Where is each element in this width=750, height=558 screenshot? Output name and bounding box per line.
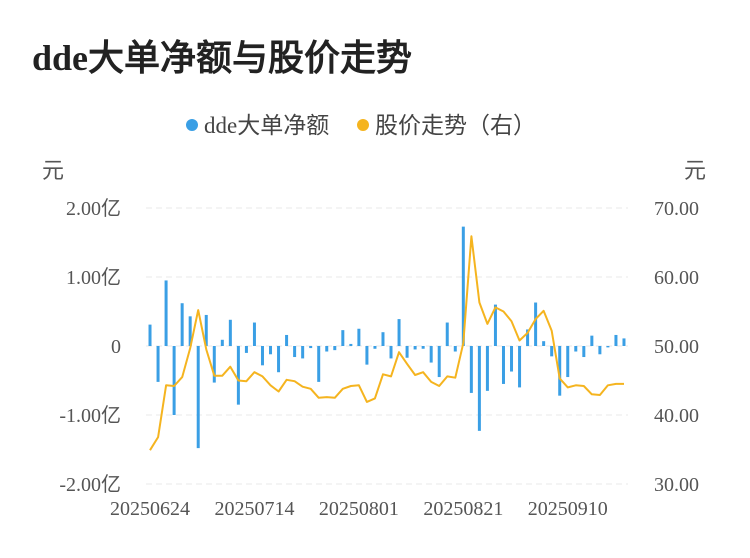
dde-bar xyxy=(606,346,610,348)
dde-bar xyxy=(365,346,369,365)
dde-bar xyxy=(485,346,489,391)
legend-label-dde: dde大单净额 xyxy=(204,113,329,138)
dde-bar xyxy=(566,346,570,378)
price-line xyxy=(149,235,624,451)
dde-bar xyxy=(180,303,184,346)
dde-bar xyxy=(164,280,168,346)
left-tick-label: 0 xyxy=(111,336,121,358)
dde-bar xyxy=(373,346,377,349)
dde-bar xyxy=(196,346,200,449)
price-line-series xyxy=(149,235,624,451)
dde-bar xyxy=(453,346,457,352)
dde-bar xyxy=(574,346,578,352)
x-tick-label: 20250801 xyxy=(319,498,399,520)
dde-bar xyxy=(534,302,538,346)
dde-bar xyxy=(405,346,409,358)
dde-bar xyxy=(542,341,546,346)
dde-bar xyxy=(244,346,248,353)
left-tick-label: -1.00亿 xyxy=(59,404,121,427)
dde-bar xyxy=(285,334,289,346)
legend-label-price: 股价走势（右） xyxy=(375,113,536,138)
dde-bar xyxy=(493,304,497,346)
legend-item-price[interactable]: 股价走势（右） xyxy=(357,113,536,138)
right-axis-unit: 元 xyxy=(684,158,706,183)
dde-bar xyxy=(188,316,192,346)
left-tick-label: 1.00亿 xyxy=(66,266,121,289)
x-tick-label: 20250821 xyxy=(423,498,503,520)
dde-bar xyxy=(501,346,505,384)
dde-bar xyxy=(172,346,176,415)
dde-bar xyxy=(341,330,345,346)
gridlines xyxy=(146,207,628,485)
right-tick-label: 30.00 xyxy=(654,474,699,496)
dde-bar xyxy=(558,346,562,396)
dde-bar xyxy=(156,346,160,382)
legend-marker-dde xyxy=(186,119,198,131)
dde-bar xyxy=(204,314,208,346)
dde-bar xyxy=(317,346,321,382)
dde-bar xyxy=(469,346,473,393)
legend-marker-price xyxy=(357,119,369,131)
dde-bar xyxy=(309,346,313,349)
dde-bar xyxy=(461,226,465,346)
dde-bar xyxy=(477,346,481,431)
dde-bar xyxy=(293,346,297,358)
dde-bar xyxy=(389,346,393,359)
dde-bar xyxy=(622,338,626,346)
legend[interactable]: dde大单净额 股价走势（右） xyxy=(186,113,536,138)
right-tick-label: 40.00 xyxy=(654,405,699,427)
right-axis-ticks: 70.00 60.00 50.00 40.00 30.00 xyxy=(654,198,699,496)
left-tick-label: 2.00亿 xyxy=(66,197,121,220)
right-tick-label: 50.00 xyxy=(654,336,699,358)
dde-bar xyxy=(301,346,305,359)
dde-bar xyxy=(550,346,554,357)
dde-bar xyxy=(349,343,353,346)
dde-bar xyxy=(212,346,216,383)
left-axis-unit: 元 xyxy=(42,158,64,183)
dde-bar xyxy=(277,346,281,373)
x-axis-ticks: 20250624 20250714 20250801 20250821 20250910 xyxy=(110,498,608,520)
dde-bar xyxy=(421,346,425,349)
dde-bar xyxy=(437,346,441,378)
dde-bar xyxy=(357,328,361,346)
right-tick-label: 60.00 xyxy=(654,267,699,289)
x-tick-label: 20250910 xyxy=(528,498,608,520)
left-axis-ticks: 2.00亿 1.00亿 0 -1.00亿 -2.00亿 xyxy=(59,197,121,496)
dde-bar xyxy=(590,335,594,346)
dde-bar xyxy=(220,339,224,346)
dde-bar xyxy=(333,346,337,351)
dde-bar xyxy=(429,346,433,363)
dde-bar xyxy=(148,324,152,346)
dde-bar xyxy=(252,322,256,346)
chart-title: dde大单净额与股价走势 xyxy=(32,38,412,78)
dde-bar xyxy=(260,346,264,366)
dde-bar xyxy=(381,332,385,346)
left-tick-label: -2.00亿 xyxy=(59,473,121,496)
x-tick-label: 20250624 xyxy=(110,498,190,520)
right-tick-label: 70.00 xyxy=(654,198,699,220)
dde-bar xyxy=(445,322,449,346)
dde-bar xyxy=(510,346,514,372)
dde-bar xyxy=(614,334,618,346)
dde-bar xyxy=(325,346,329,352)
dde-bar xyxy=(413,346,417,350)
dde-bar-series xyxy=(148,226,626,449)
dde-bar xyxy=(598,346,602,355)
dde-bar xyxy=(397,319,401,346)
dde-bar xyxy=(236,346,240,405)
dde-bar xyxy=(228,319,232,346)
dde-bar xyxy=(269,346,273,355)
x-tick-label: 20250714 xyxy=(214,498,294,520)
dde-bar xyxy=(518,346,522,388)
dde-bar xyxy=(582,346,586,358)
legend-item-dde[interactable]: dde大单净额 xyxy=(186,113,329,138)
dde-bar xyxy=(526,329,530,346)
